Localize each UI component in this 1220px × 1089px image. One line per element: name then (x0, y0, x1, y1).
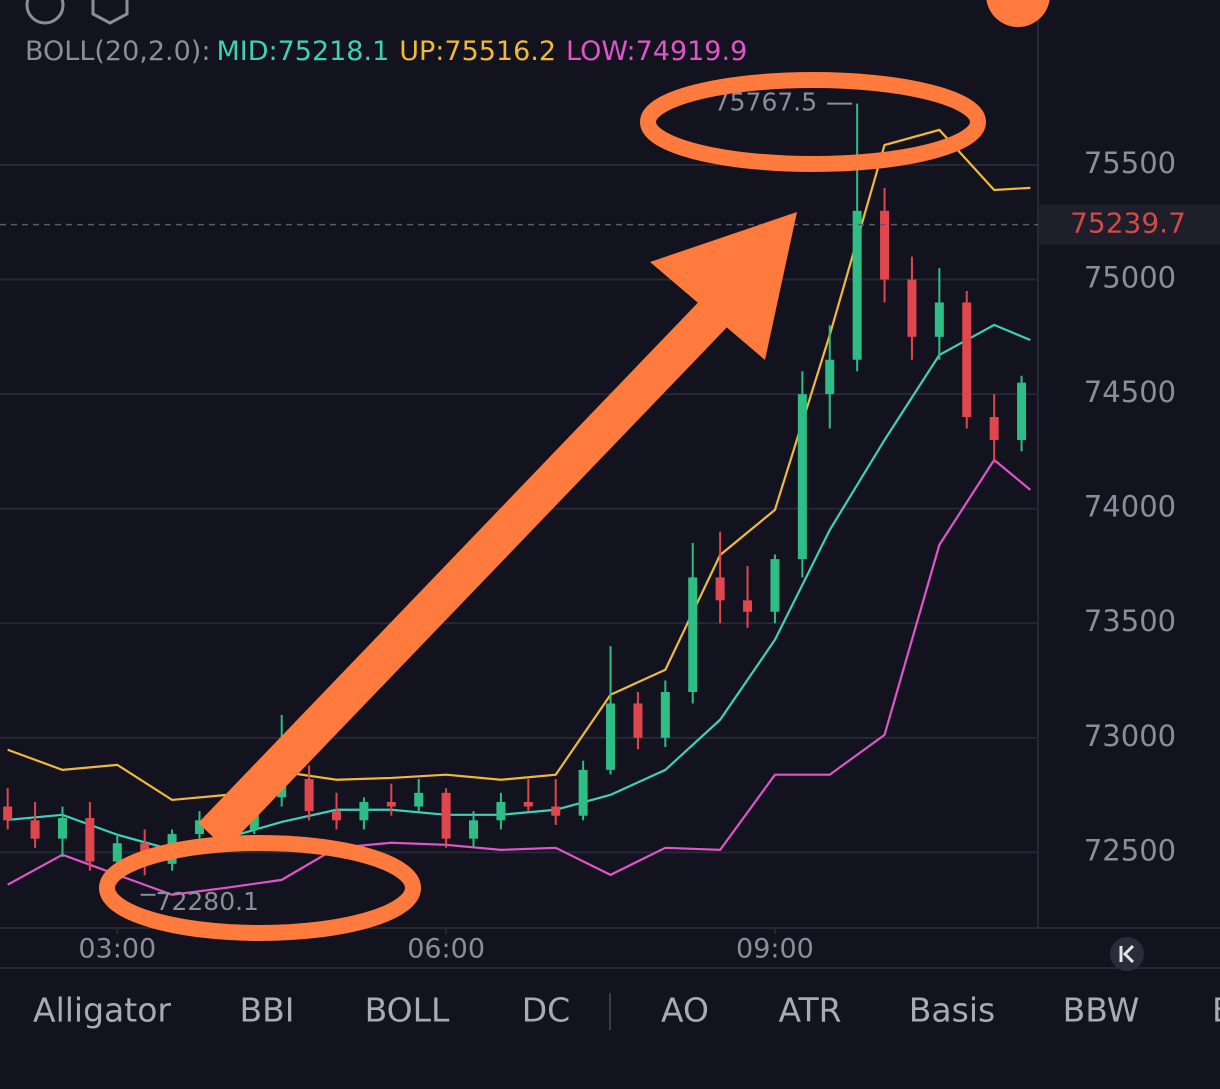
candle-body (386, 801, 396, 807)
y-tick-label: 74500 (1084, 375, 1176, 409)
indicator-tab[interactable]: DC (522, 991, 570, 1030)
candle-body (688, 577, 698, 692)
candle-body (1017, 382, 1027, 440)
y-tick-label: 75000 (1084, 261, 1176, 295)
y-tick-label: 72500 (1084, 833, 1176, 867)
up-label: UP: (399, 36, 444, 67)
candle-body (880, 210, 890, 280)
icon-visible[interactable] (25, 0, 65, 25)
indicator-tab[interactable]: ATR (778, 991, 841, 1030)
candle-body (30, 820, 40, 839)
candle-body (934, 302, 944, 337)
y-tick-label: 74000 (1084, 490, 1176, 524)
candle-body (359, 801, 369, 821)
candle-body (743, 600, 753, 612)
candle-body (441, 792, 451, 839)
indicator-tab[interactable]: B (1212, 991, 1220, 1030)
candle-body (112, 843, 122, 862)
candle-body (989, 417, 999, 440)
indicator-tab[interactable]: Basis (909, 991, 995, 1030)
band-line (7, 128, 1031, 802)
candle-body (660, 691, 670, 738)
orange-dot (986, 0, 1050, 27)
x-tick-label: 09:00 (736, 934, 814, 965)
low-value: 74919.9 (636, 36, 748, 67)
arrow-head (650, 212, 797, 360)
candle-body (578, 769, 588, 816)
x-tick-label: 03:00 (78, 934, 156, 965)
candle-body (523, 801, 533, 807)
tab-bar: Alligator BBI BOLL DC AO ATR Basis BBW B (33, 991, 1220, 1030)
candle-body (194, 820, 204, 835)
indicator-tab[interactable]: Alligator (33, 991, 171, 1030)
y-tick-label: 75500 (1084, 146, 1176, 180)
scroll-end-icon (1119, 944, 1135, 964)
candle-body (907, 279, 917, 337)
annotations (99, 72, 986, 941)
band-line (7, 458, 1032, 896)
candle-body (770, 559, 780, 612)
indicator-tab[interactable]: AO (661, 991, 709, 1030)
candle-body (3, 806, 13, 821)
x-tick-label: 06:00 (407, 934, 485, 965)
last-price-box (1039, 204, 1220, 245)
indicator-legend: BOLL(20,2.0): MID:75218.1 UP:75516.2 LOW:74… (25, 36, 747, 67)
indicator-tab[interactable]: BBI (239, 991, 294, 1030)
candle-body (852, 210, 862, 360)
candle-body (825, 359, 835, 395)
candle-body (469, 820, 479, 839)
candle-body (962, 302, 972, 418)
candle-body (797, 394, 807, 560)
min-label: 72280.1 (156, 887, 259, 916)
indicator-tab[interactable]: BBW (1063, 991, 1140, 1030)
icon-settings[interactable] (91, 0, 129, 25)
low-label: LOW: (566, 36, 636, 67)
candle-body (304, 779, 314, 812)
mid-value: 75218.1 (278, 36, 390, 67)
candle-body (551, 806, 561, 816)
candle-body (332, 811, 342, 821)
candle-body (57, 818, 67, 839)
candle-body (414, 792, 424, 807)
candle-body (85, 818, 95, 862)
arrow-shaft (198, 291, 736, 850)
highlight-ellipse (640, 72, 986, 172)
indicator-label: BOLL(20,2.0): (25, 36, 210, 67)
candle-body (606, 703, 616, 770)
candle-body (496, 801, 506, 821)
highlight-ellipse (99, 835, 421, 941)
candle-body (633, 703, 643, 738)
y-tick-label: 73000 (1084, 719, 1176, 753)
last-price-label: 75239.7 (1070, 207, 1186, 240)
mid-label: MID: (216, 36, 277, 67)
candle-body (715, 577, 725, 601)
up-value: 75516.2 (444, 36, 556, 67)
y-tick-label: 73500 (1084, 604, 1176, 638)
indicator-tab[interactable]: BOLL (365, 991, 450, 1030)
